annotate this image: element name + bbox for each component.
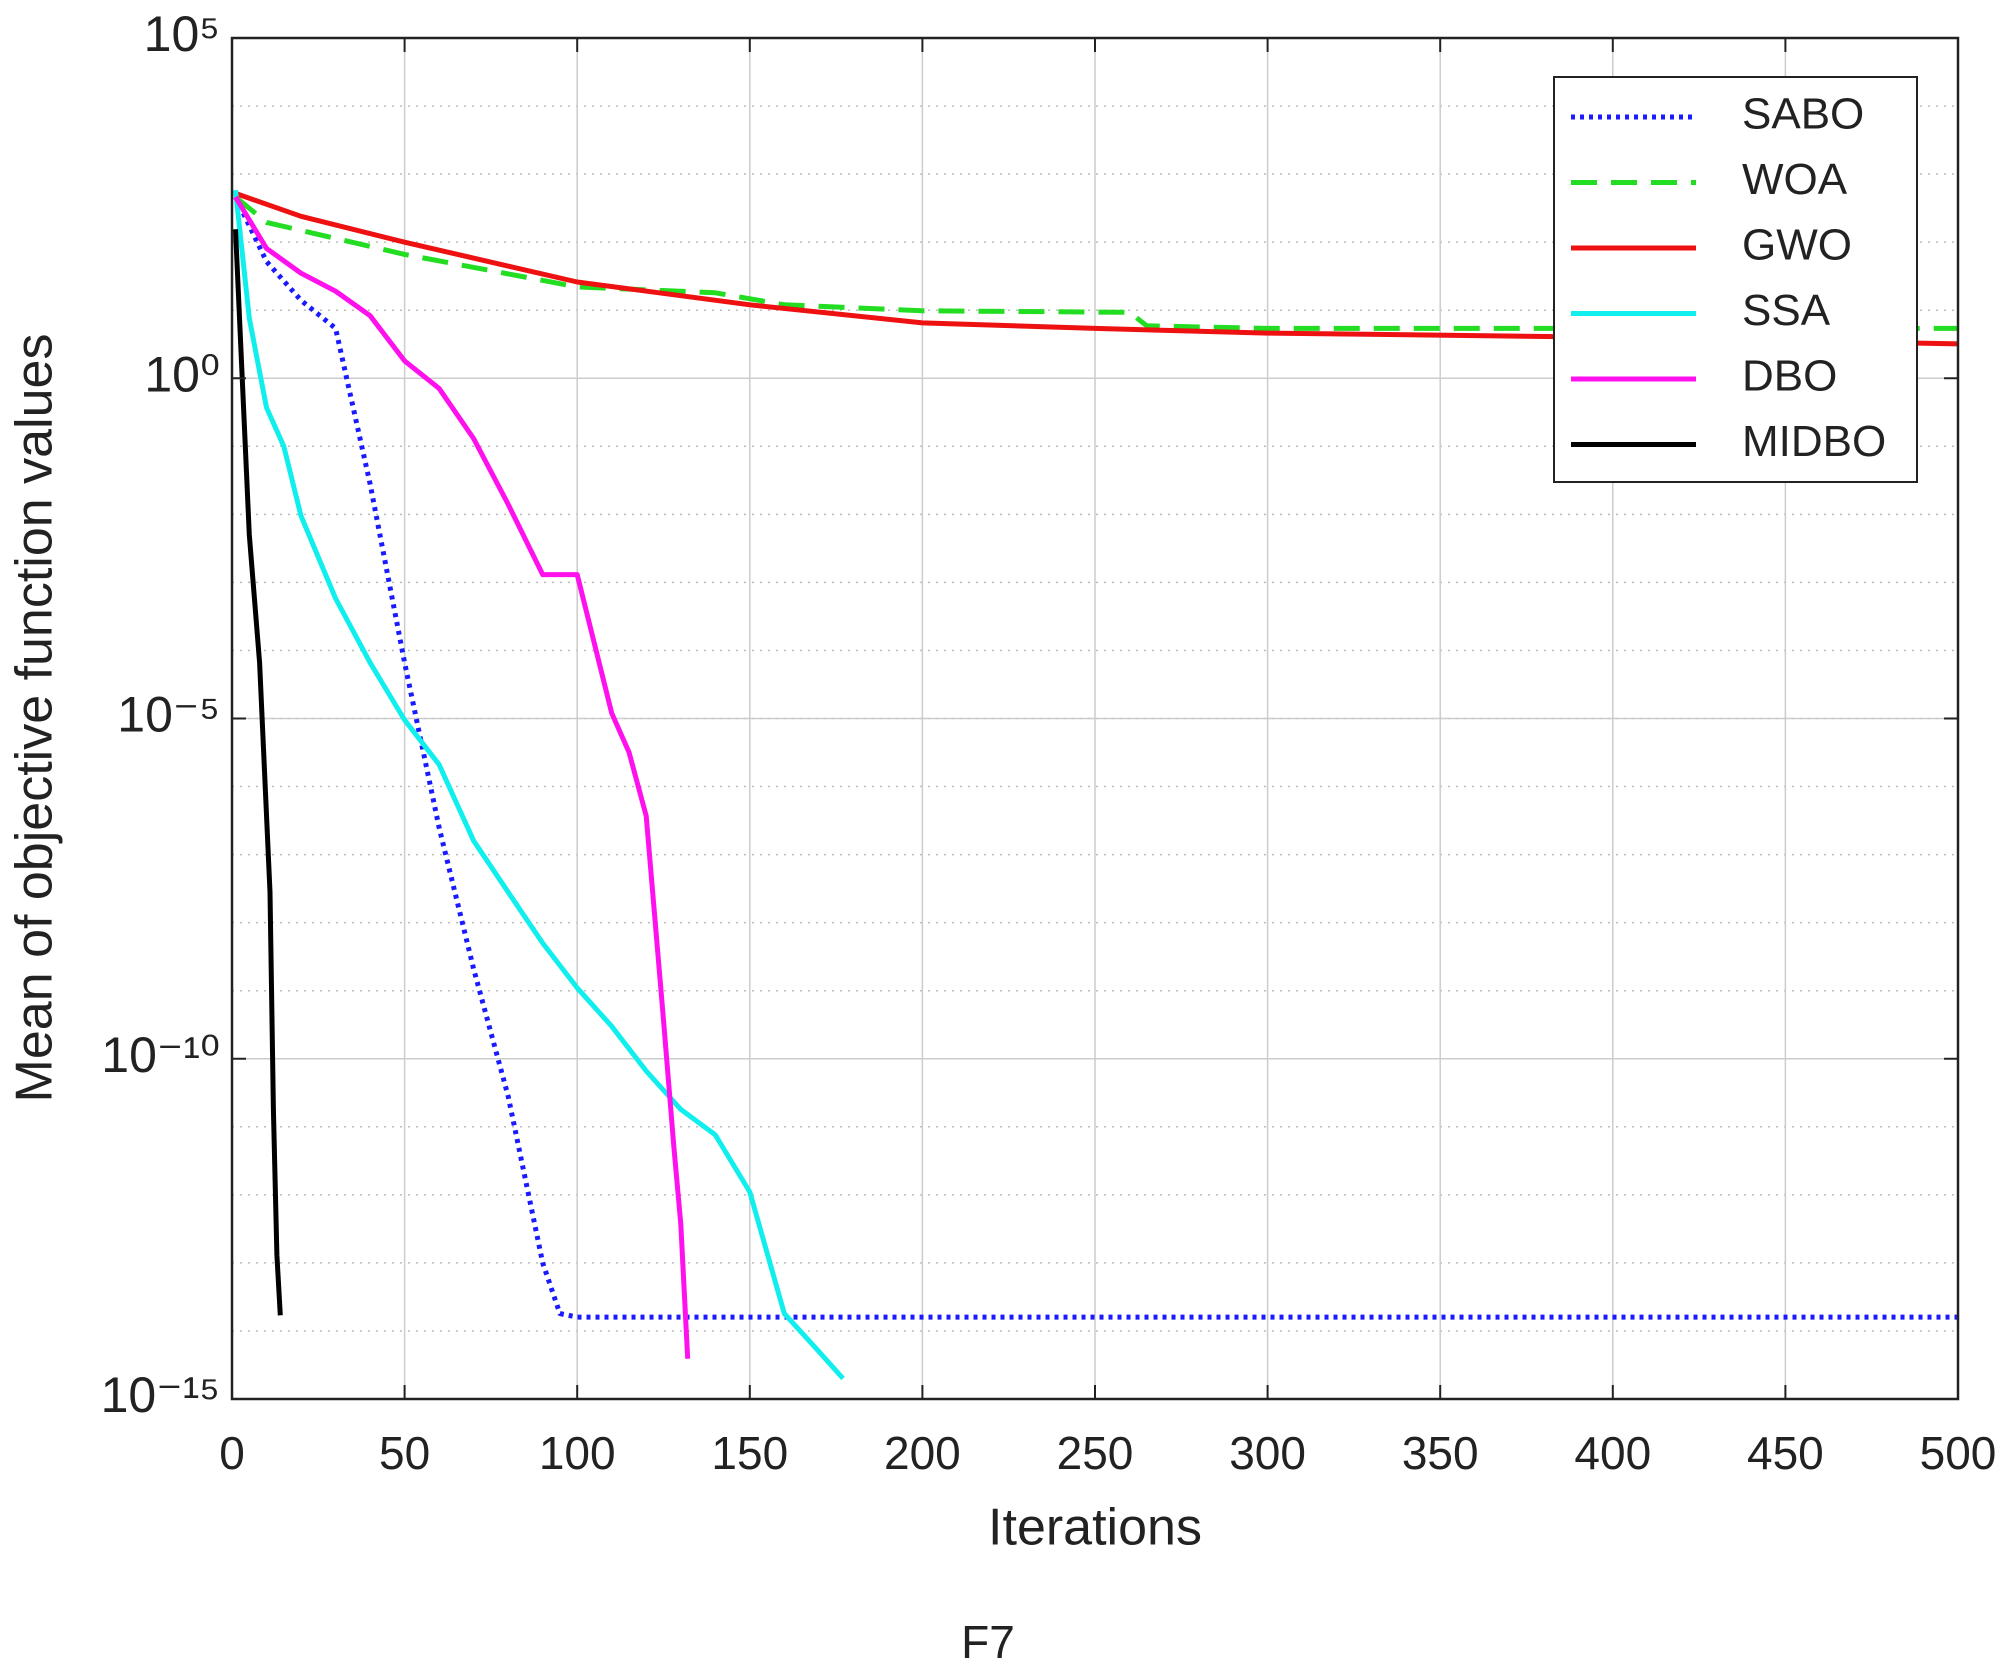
grid — [231, 37, 1959, 1400]
axes: 10⁻¹⁵ 10⁻¹⁰ 10⁻⁵ 10⁰ 10⁵ 0 50 100 150 200 250 300 35… — [101, 6, 1997, 1479]
series-line — [233, 229, 283, 1316]
series-line — [233, 195, 691, 1359]
y-tick-label: 10⁵ — [144, 6, 220, 62]
series-line — [234, 191, 1958, 347]
x-tick-label: 0 — [219, 1427, 245, 1479]
y-axis-label: Mean of objective function values — [6, 334, 64, 1103]
x-tick-label: 450 — [1747, 1427, 1824, 1479]
x-tick-label: 200 — [884, 1427, 961, 1479]
x-tick-label: 250 — [1057, 1427, 1134, 1479]
legend-label: DBO — [1742, 352, 1837, 401]
series-line — [233, 195, 1958, 1320]
legend: SABO WOA GWO SSA DBO MIDBO — [1553, 76, 1918, 483]
y-tick-label: 10⁻¹⁵ — [101, 1367, 220, 1423]
y-tick-label: 10⁻⁵ — [117, 687, 220, 743]
legend-label: SSA — [1742, 286, 1831, 335]
x-tick-label: 100 — [539, 1427, 616, 1479]
x-tick-label: 300 — [1229, 1427, 1306, 1479]
x-tick-label: 50 — [379, 1427, 430, 1479]
y-tick-label: 10⁻¹⁰ — [101, 1027, 220, 1083]
x-tick-label: 400 — [1574, 1427, 1651, 1479]
lines — [233, 189, 1958, 1381]
legend-label: WOA — [1742, 155, 1848, 204]
legend-label: MIDBO — [1742, 417, 1886, 466]
legend-box — [1553, 76, 1918, 483]
x-tick-label: 500 — [1920, 1427, 1997, 1479]
series-line — [233, 189, 845, 1381]
y-tick-label: 10⁰ — [144, 346, 220, 402]
legend-label: SABO — [1742, 90, 1864, 139]
caption: F7 — [961, 1616, 1015, 1668]
x-tick-label: 350 — [1402, 1427, 1479, 1479]
x-axis-label: Iterations — [988, 1499, 1202, 1557]
x-tick-label: 150 — [711, 1427, 788, 1479]
series-line — [233, 195, 1958, 331]
legend-label: GWO — [1742, 221, 1852, 270]
